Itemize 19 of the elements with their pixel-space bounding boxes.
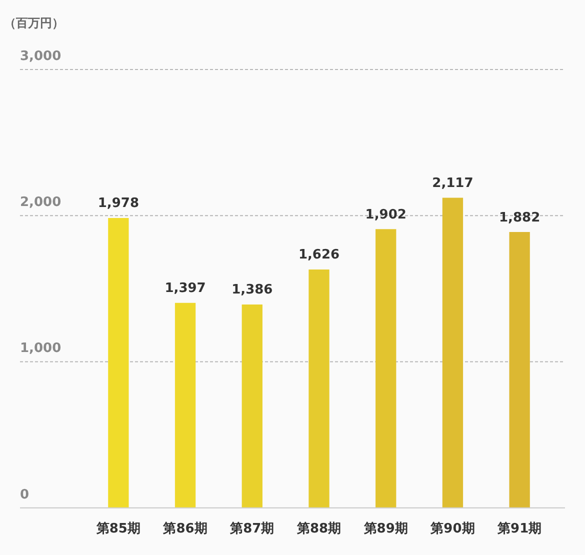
data-label: 1,978 xyxy=(98,196,139,212)
x-tick-label: 第86期 xyxy=(162,522,208,537)
y-tick-label: 1,000 xyxy=(20,341,62,356)
data-label: 1,397 xyxy=(164,281,206,296)
y-axis-title: （百万円） xyxy=(4,16,64,30)
y-tick-label: 2,000 xyxy=(20,195,62,210)
x-tick-label: 第88期 xyxy=(296,522,342,537)
x-tick-label: 第89期 xyxy=(362,522,408,537)
data-label: 1,882 xyxy=(499,210,540,226)
data-label: 1,386 xyxy=(232,282,273,298)
y-tick-label: 0 xyxy=(20,487,30,502)
x-tick-label: 第85期 xyxy=(95,522,140,537)
data-label: 1,626 xyxy=(298,248,340,263)
y-tick-label: 3,000 xyxy=(20,48,62,64)
data-label: 1,902 xyxy=(365,207,406,222)
x-tick-label: 第87期 xyxy=(229,522,274,537)
x-tick-label: 第91期 xyxy=(496,522,542,537)
x-tick-label: 第90期 xyxy=(430,522,475,537)
data-label: 2,117 xyxy=(432,176,474,191)
